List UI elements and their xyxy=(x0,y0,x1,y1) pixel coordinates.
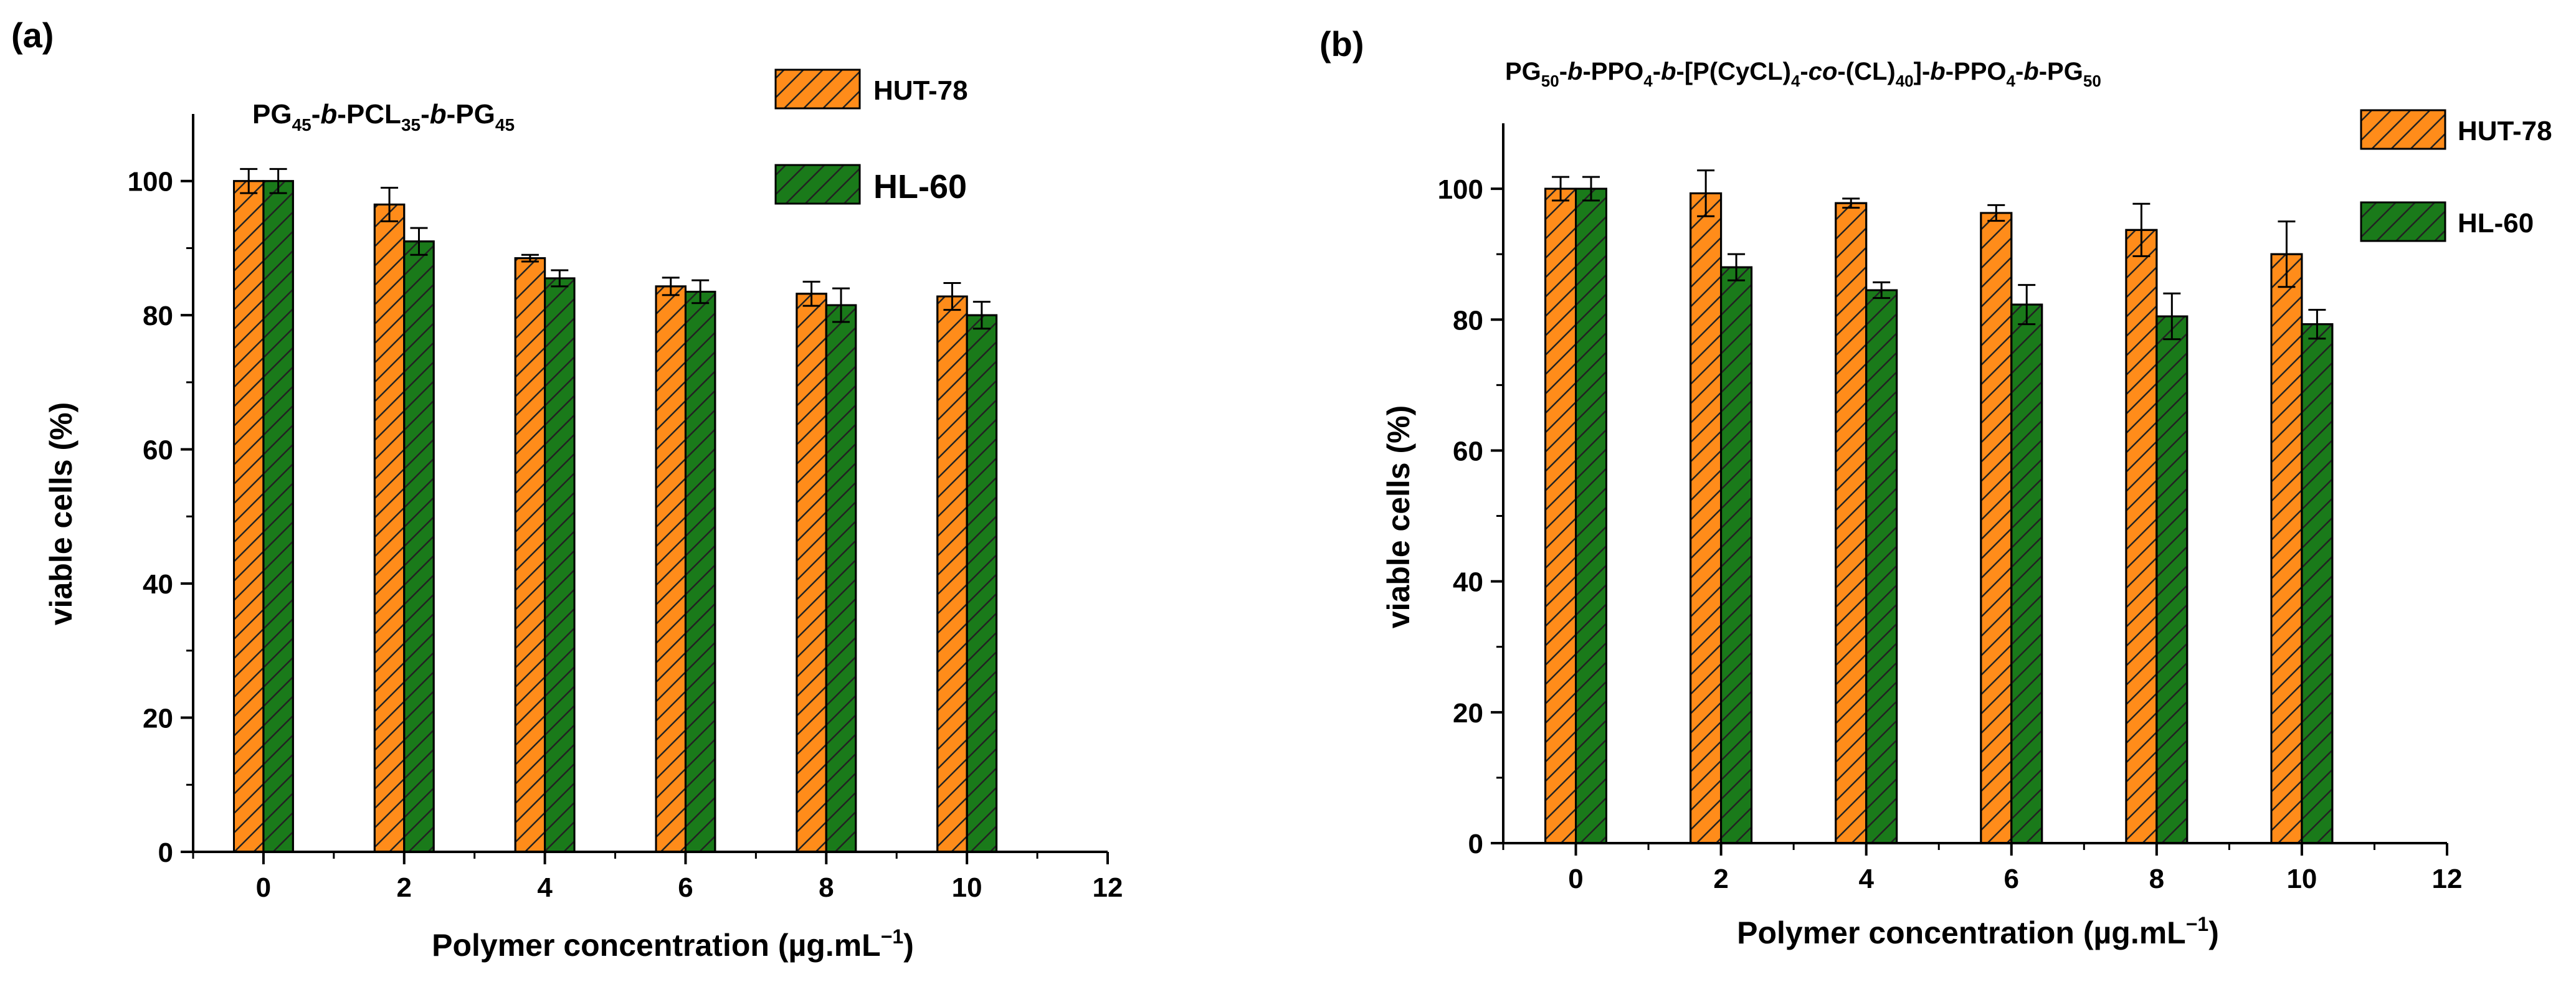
y-tick-label-b-60: 60 xyxy=(1453,436,1483,466)
y-tick-label-b-80: 80 xyxy=(1453,305,1483,336)
x-tick-label-a-0: 0 xyxy=(256,872,271,903)
bar-hatch-a-hl-2 xyxy=(403,240,435,853)
panel-b-xlabel: Polymer concentration (µg.mL−1) xyxy=(1737,913,2219,950)
panel-a-title: PG45-b-PCL35-b-PG45 xyxy=(252,99,515,135)
x-tick-label-b-2: 2 xyxy=(1713,864,1728,894)
bar-hatch-b-hut-0 xyxy=(1544,187,1577,844)
y-tick-label-a-0: 0 xyxy=(158,838,173,868)
bar-hatch-a-hut-10 xyxy=(936,295,968,853)
x-tick-label-b-12: 12 xyxy=(2432,864,2463,894)
plot-b: 0 20 40 60 80 100 0 2 4 6 8 10 12 xyxy=(1438,123,2463,894)
bar-hatch-a-hut-0 xyxy=(232,180,265,853)
y-tick-label-a-80: 80 xyxy=(143,301,173,331)
legend-b: HUT-78 HL-60 xyxy=(2360,109,2552,242)
x-tick-label-b-4: 4 xyxy=(1858,864,1874,894)
panel-a-label: (a) xyxy=(11,16,54,55)
x-tick-label-a-6: 6 xyxy=(678,872,693,903)
x-tick-label-a-12: 12 xyxy=(1093,872,1123,903)
x-tick-label-a-4: 4 xyxy=(537,872,553,903)
panel-a-xlabel: Polymer concentration (µg.mL−1) xyxy=(432,925,914,963)
y-tick-label-b-0: 0 xyxy=(1468,829,1483,859)
bar-hatch-b-hl-4 xyxy=(1865,289,1898,844)
y-tick-label-a-20: 20 xyxy=(143,704,173,734)
bar-hatch-b-hl-6 xyxy=(2010,303,2043,844)
panel-b-title: PG50-b-PPO4-b-[P(CyCL)4-co-(CL)40]-b-PPO… xyxy=(1505,58,2101,90)
y-tick-label-b-40: 40 xyxy=(1453,567,1483,598)
legend-a: HUT-78 HL-60 xyxy=(774,68,968,205)
bar-hatch-b-hl-10 xyxy=(2301,323,2334,844)
plot-a: 0 20 40 60 80 100 0 2 4 6 8 10 12 xyxy=(128,114,1123,903)
x-tick-label-a-8: 8 xyxy=(819,872,834,903)
legend-b-hut-label: HUT-78 xyxy=(2458,116,2552,146)
x-tick-label-a-2: 2 xyxy=(397,872,412,903)
bar-hatch-a-hl-10 xyxy=(966,314,998,853)
x-tick-label-a-10: 10 xyxy=(952,872,982,903)
bar-hatch-b-hut-6 xyxy=(1980,212,2013,844)
x-tick-label-b-0: 0 xyxy=(1568,864,1583,894)
panel-b-ylabel: viable cells (%) xyxy=(1381,405,1416,629)
bar-hatch-b-hl-0 xyxy=(1575,187,1607,844)
bar-hatch-b-hut-2 xyxy=(1690,192,1723,844)
bar-hatch-a-hut-6 xyxy=(655,285,687,853)
y-tick-label-a-40: 40 xyxy=(143,569,173,600)
bar-hatch-a-hl-0 xyxy=(262,180,294,853)
bar-hatch-a-hut-4 xyxy=(514,257,546,853)
panel-b-label: (b) xyxy=(1319,24,1364,64)
panel-a-ylabel: viable cells (%) xyxy=(44,402,78,626)
x-tick-label-b-10: 10 xyxy=(2286,864,2317,894)
legend-b-hl-label: HL-60 xyxy=(2458,208,2534,238)
y-tick-label-a-60: 60 xyxy=(143,435,173,466)
legend-a-hut-label: HUT-78 xyxy=(873,75,968,106)
bar-hatch-b-hl-8 xyxy=(2155,315,2189,844)
x-tick-label-b-8: 8 xyxy=(2149,864,2164,894)
bar-hatch-a-hl-4 xyxy=(544,277,576,853)
y-tick-label-a-100: 100 xyxy=(128,167,173,197)
legend-a-hl-label: HL-60 xyxy=(873,168,967,205)
bar-hatch-b-hut-8 xyxy=(2125,229,2158,844)
bar-hatch-b-hut-10 xyxy=(2270,253,2303,844)
y-tick-label-b-100: 100 xyxy=(1438,174,1483,205)
bar-hatch-a-hut-2 xyxy=(373,203,406,853)
y-tick-label-b-20: 20 xyxy=(1453,698,1483,729)
bar-hatch-a-hl-6 xyxy=(684,290,716,853)
x-tick-label-b-6: 6 xyxy=(2004,864,2019,894)
bar-hatch-a-hl-8 xyxy=(825,304,857,853)
bar-hatch-b-hut-4 xyxy=(1835,202,1868,844)
bar-hatch-a-hut-8 xyxy=(796,293,827,853)
bar-hatch-b-hl-2 xyxy=(1720,266,1753,844)
